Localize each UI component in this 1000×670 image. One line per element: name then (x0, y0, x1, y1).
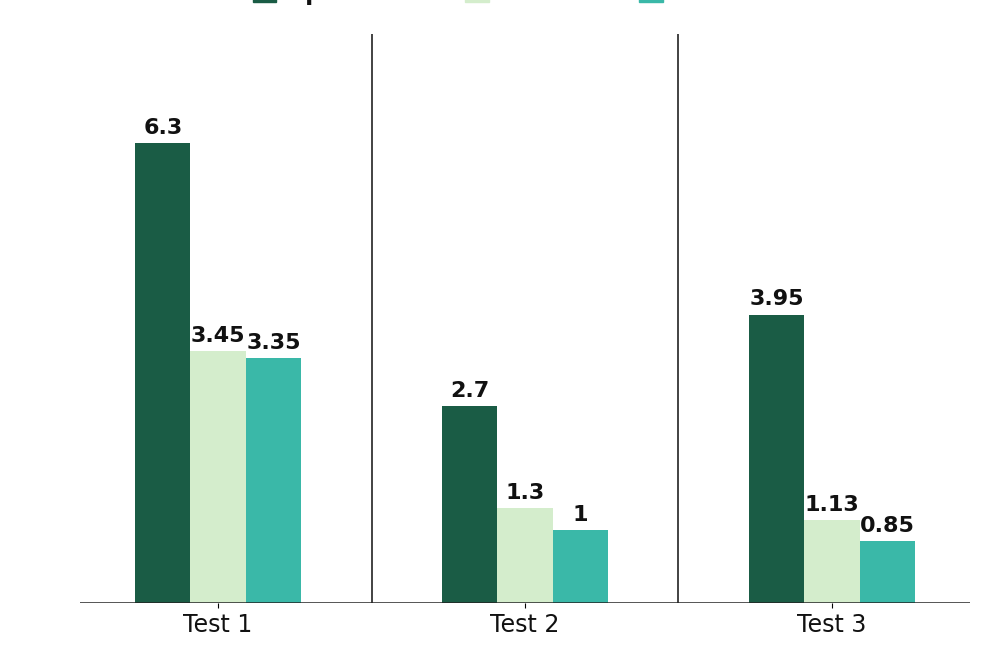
Text: 3.95: 3.95 (749, 289, 804, 310)
Bar (497, 508, 553, 603)
Text: 0.85: 0.85 (860, 516, 915, 536)
Bar (553, 530, 608, 603)
Text: 1.13: 1.13 (805, 495, 859, 515)
Bar (860, 541, 915, 603)
Bar (442, 406, 497, 603)
Legend: Specimen, Cedroz, Standard: Specimen, Cedroz, Standard (243, 0, 807, 14)
Text: 3.45: 3.45 (191, 326, 245, 346)
Text: 3.35: 3.35 (246, 333, 301, 353)
Text: 1.3: 1.3 (505, 483, 545, 503)
Text: 6.3: 6.3 (143, 118, 182, 138)
Bar (804, 521, 860, 603)
Bar (190, 351, 246, 603)
Text: 1: 1 (572, 505, 588, 525)
Bar (749, 315, 804, 603)
Text: 2.7: 2.7 (450, 381, 489, 401)
Bar (135, 143, 190, 603)
Bar (246, 358, 301, 603)
